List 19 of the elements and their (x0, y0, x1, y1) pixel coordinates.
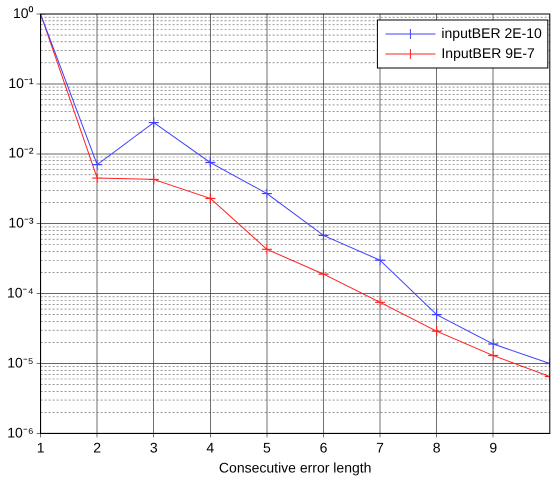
legend-label: InputBER 9E-7 (441, 44, 536, 61)
y-tick-label: 10⁻³ (8, 214, 34, 231)
x-tick-label: 2 (93, 440, 102, 456)
x-axis-title: Consecutive error length (218, 459, 372, 476)
x-tick-label: 7 (376, 440, 384, 456)
x-tick-label: 1 (36, 440, 45, 456)
y-tick-label: 10⁻⁶ (7, 424, 34, 440)
y-tick-label: 10⁻² (8, 144, 34, 161)
legend-label: inputBER 2E-10 (441, 24, 542, 41)
x-tick-label: 6 (320, 440, 328, 456)
x-tick-label: 9 (489, 440, 498, 456)
y-tick-label: 10⁻⁴ (6, 284, 34, 300)
x-tick-label: 3 (150, 440, 158, 456)
x-tick-label: 4 (206, 440, 214, 456)
x-tick-label: 8 (432, 440, 441, 456)
x-tick-label: 5 (263, 440, 272, 456)
y-tick-label: 10⁰ (13, 4, 34, 21)
y-tick-label: 10⁻¹ (8, 74, 34, 91)
y-tick-label: 10⁻⁵ (7, 354, 34, 370)
